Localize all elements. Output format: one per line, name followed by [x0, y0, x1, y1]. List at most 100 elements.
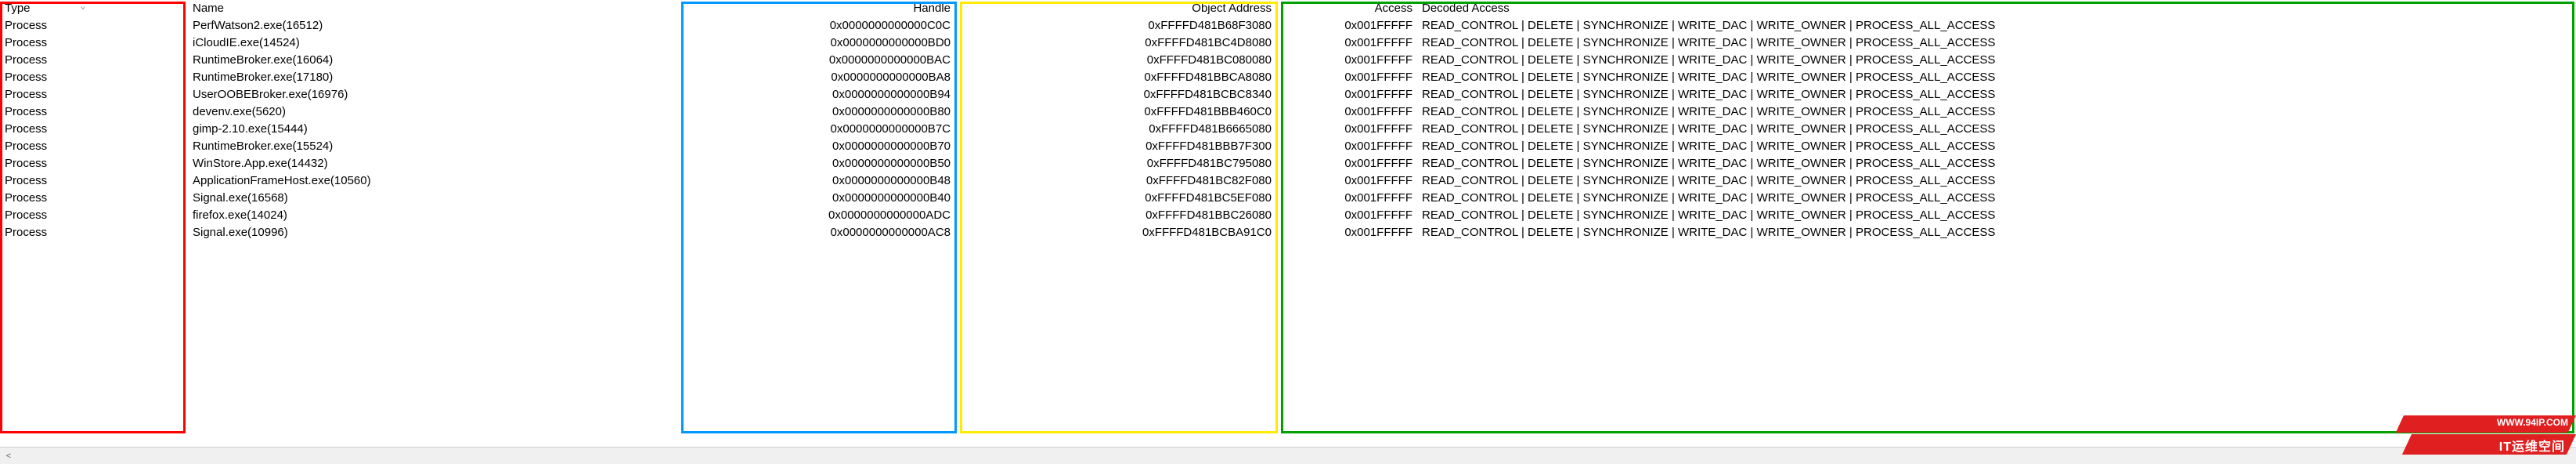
cell-access: 0x001FFFFF [1276, 52, 1417, 69]
cell-access: 0x001FFFFF [1276, 190, 1417, 207]
cell-address: 0xFFFFD481BC82F080 [955, 172, 1276, 190]
cell-decoded: READ_CONTROL | DELETE | SYNCHRONIZE | WR… [1417, 121, 2576, 138]
cell-handle: 0x0000000000000AC8 [681, 224, 955, 241]
cell-access: 0x001FFFFF [1276, 69, 1417, 86]
cell-access: 0x001FFFFF [1276, 103, 1417, 121]
handle-table: Type ˅ Name Handle Object Address Access… [0, 0, 2576, 241]
cell-decoded: READ_CONTROL | DELETE | SYNCHRONIZE | WR… [1417, 86, 2576, 103]
cell-handle: 0x0000000000000B70 [681, 138, 955, 155]
cell-name: RuntimeBroker.exe(16064) [188, 52, 681, 69]
cell-access: 0x001FFFFF [1276, 17, 1417, 34]
table-row[interactable]: ProcessApplicationFrameHost.exe(10560)0x… [0, 172, 2576, 190]
cell-handle: 0x0000000000000B80 [681, 103, 955, 121]
table-row[interactable]: ProcessSignal.exe(16568)0x0000000000000B… [0, 190, 2576, 207]
cell-access: 0x001FFFFF [1276, 224, 1417, 241]
cell-handle: 0x0000000000000ADC [681, 207, 955, 224]
table-row[interactable]: ProcessiCloudIE.exe(14524)0x000000000000… [0, 34, 2576, 52]
col-header-access[interactable]: Access [1276, 0, 1417, 17]
table-row[interactable]: ProcessRuntimeBroker.exe(15524)0x0000000… [0, 138, 2576, 155]
table-body: ProcessPerfWatson2.exe(16512)0x000000000… [0, 17, 2576, 241]
cell-name: RuntimeBroker.exe(15524) [188, 138, 681, 155]
scroll-left-button[interactable]: < [0, 448, 17, 464]
table-row[interactable]: ProcessRuntimeBroker.exe(17180)0x0000000… [0, 69, 2576, 86]
horizontal-scrollbar[interactable]: < [0, 447, 2576, 464]
table-row[interactable]: Processfirefox.exe(14024)0x0000000000000… [0, 207, 2576, 224]
cell-access: 0x001FFFFF [1276, 121, 1417, 138]
col-header-address[interactable]: Object Address [955, 0, 1276, 17]
cell-name: RuntimeBroker.exe(17180) [188, 69, 681, 86]
cell-name: iCloudIE.exe(14524) [188, 34, 681, 52]
cell-name: gimp-2.10.exe(15444) [188, 121, 681, 138]
cell-name: devenv.exe(5620) [188, 103, 681, 121]
cell-decoded: READ_CONTROL | DELETE | SYNCHRONIZE | WR… [1417, 17, 2576, 34]
cell-name: PerfWatson2.exe(16512) [188, 17, 681, 34]
table-row[interactable]: ProcessUserOOBEBroker.exe(16976)0x000000… [0, 86, 2576, 103]
table-row[interactable]: Processdevenv.exe(5620)0x0000000000000B8… [0, 103, 2576, 121]
cell-decoded: READ_CONTROL | DELETE | SYNCHRONIZE | WR… [1417, 190, 2576, 207]
cell-access: 0x001FFFFF [1276, 207, 1417, 224]
cell-handle: 0x0000000000000B40 [681, 190, 955, 207]
cell-decoded: READ_CONTROL | DELETE | SYNCHRONIZE | WR… [1417, 172, 2576, 190]
chevron-left-icon: < [6, 451, 11, 461]
cell-name: Signal.exe(16568) [188, 190, 681, 207]
cell-handle: 0x0000000000000C0C [681, 17, 955, 34]
col-header-type[interactable]: Type ˅ [0, 0, 188, 17]
cell-access: 0x001FFFFF [1276, 86, 1417, 103]
col-header-name[interactable]: Name [188, 0, 681, 17]
cell-address: 0xFFFFD481BBB460C0 [955, 103, 1276, 121]
cell-handle: 0x0000000000000B94 [681, 86, 955, 103]
table-row[interactable]: ProcessWinStore.App.exe(14432)0x00000000… [0, 155, 2576, 172]
cell-handle: 0x0000000000000B7C [681, 121, 955, 138]
sort-indicator-icon: ˅ [81, 3, 85, 14]
cell-decoded: READ_CONTROL | DELETE | SYNCHRONIZE | WR… [1417, 52, 2576, 69]
cell-name: WinStore.App.exe(14432) [188, 155, 681, 172]
cell-type: Process [0, 69, 188, 86]
cell-type: Process [0, 121, 188, 138]
table-row[interactable]: ProcessRuntimeBroker.exe(16064)0x0000000… [0, 52, 2576, 69]
table-row[interactable]: ProcessPerfWatson2.exe(16512)0x000000000… [0, 17, 2576, 34]
cell-address: 0xFFFFD481BC080080 [955, 52, 1276, 69]
cell-type: Process [0, 34, 188, 52]
cell-handle: 0x0000000000000BAC [681, 52, 955, 69]
cell-type: Process [0, 155, 188, 172]
cell-handle: 0x0000000000000B48 [681, 172, 955, 190]
cell-address: 0xFFFFD481BCBC8340 [955, 86, 1276, 103]
cell-decoded: READ_CONTROL | DELETE | SYNCHRONIZE | WR… [1417, 103, 2576, 121]
cell-address: 0xFFFFD481BC4D8080 [955, 34, 1276, 52]
header-row: Type ˅ Name Handle Object Address Access… [0, 0, 2576, 17]
cell-type: Process [0, 17, 188, 34]
cell-address: 0xFFFFD481BBC26080 [955, 207, 1276, 224]
cell-access: 0x001FFFFF [1276, 34, 1417, 52]
cell-address: 0xFFFFD481B6665080 [955, 121, 1276, 138]
col-header-type-label: Type [5, 2, 31, 15]
cell-address: 0xFFFFD481BBB7F300 [955, 138, 1276, 155]
cell-decoded: READ_CONTROL | DELETE | SYNCHRONIZE | WR… [1417, 69, 2576, 86]
cell-decoded: READ_CONTROL | DELETE | SYNCHRONIZE | WR… [1417, 207, 2576, 224]
cell-address: 0xFFFFD481B68F3080 [955, 17, 1276, 34]
cell-name: ApplicationFrameHost.exe(10560) [188, 172, 681, 190]
cell-decoded: READ_CONTROL | DELETE | SYNCHRONIZE | WR… [1417, 224, 2576, 241]
cell-name: firefox.exe(14024) [188, 207, 681, 224]
cell-handle: 0x0000000000000BD0 [681, 34, 955, 52]
cell-address: 0xFFFFD481BC795080 [955, 155, 1276, 172]
table-row[interactable]: Processgimp-2.10.exe(15444)0x00000000000… [0, 121, 2576, 138]
col-header-handle[interactable]: Handle [681, 0, 955, 17]
cell-handle: 0x0000000000000B50 [681, 155, 955, 172]
cell-address: 0xFFFFD481BCBA91C0 [955, 224, 1276, 241]
cell-handle: 0x0000000000000BA8 [681, 69, 955, 86]
cell-type: Process [0, 190, 188, 207]
cell-name: UserOOBEBroker.exe(16976) [188, 86, 681, 103]
cell-type: Process [0, 103, 188, 121]
cell-decoded: READ_CONTROL | DELETE | SYNCHRONIZE | WR… [1417, 138, 2576, 155]
cell-type: Process [0, 52, 188, 69]
handle-table-container: Type ˅ Name Handle Object Address Access… [0, 0, 2576, 447]
cell-type: Process [0, 224, 188, 241]
table-row[interactable]: ProcessSignal.exe(10996)0x0000000000000A… [0, 224, 2576, 241]
cell-access: 0x001FFFFF [1276, 155, 1417, 172]
cell-address: 0xFFFFD481BC5EF080 [955, 190, 1276, 207]
cell-access: 0x001FFFFF [1276, 172, 1417, 190]
col-header-decoded[interactable]: Decoded Access [1417, 0, 2576, 17]
cell-type: Process [0, 207, 188, 224]
cell-name: Signal.exe(10996) [188, 224, 681, 241]
cell-address: 0xFFFFD481BBCA8080 [955, 69, 1276, 86]
